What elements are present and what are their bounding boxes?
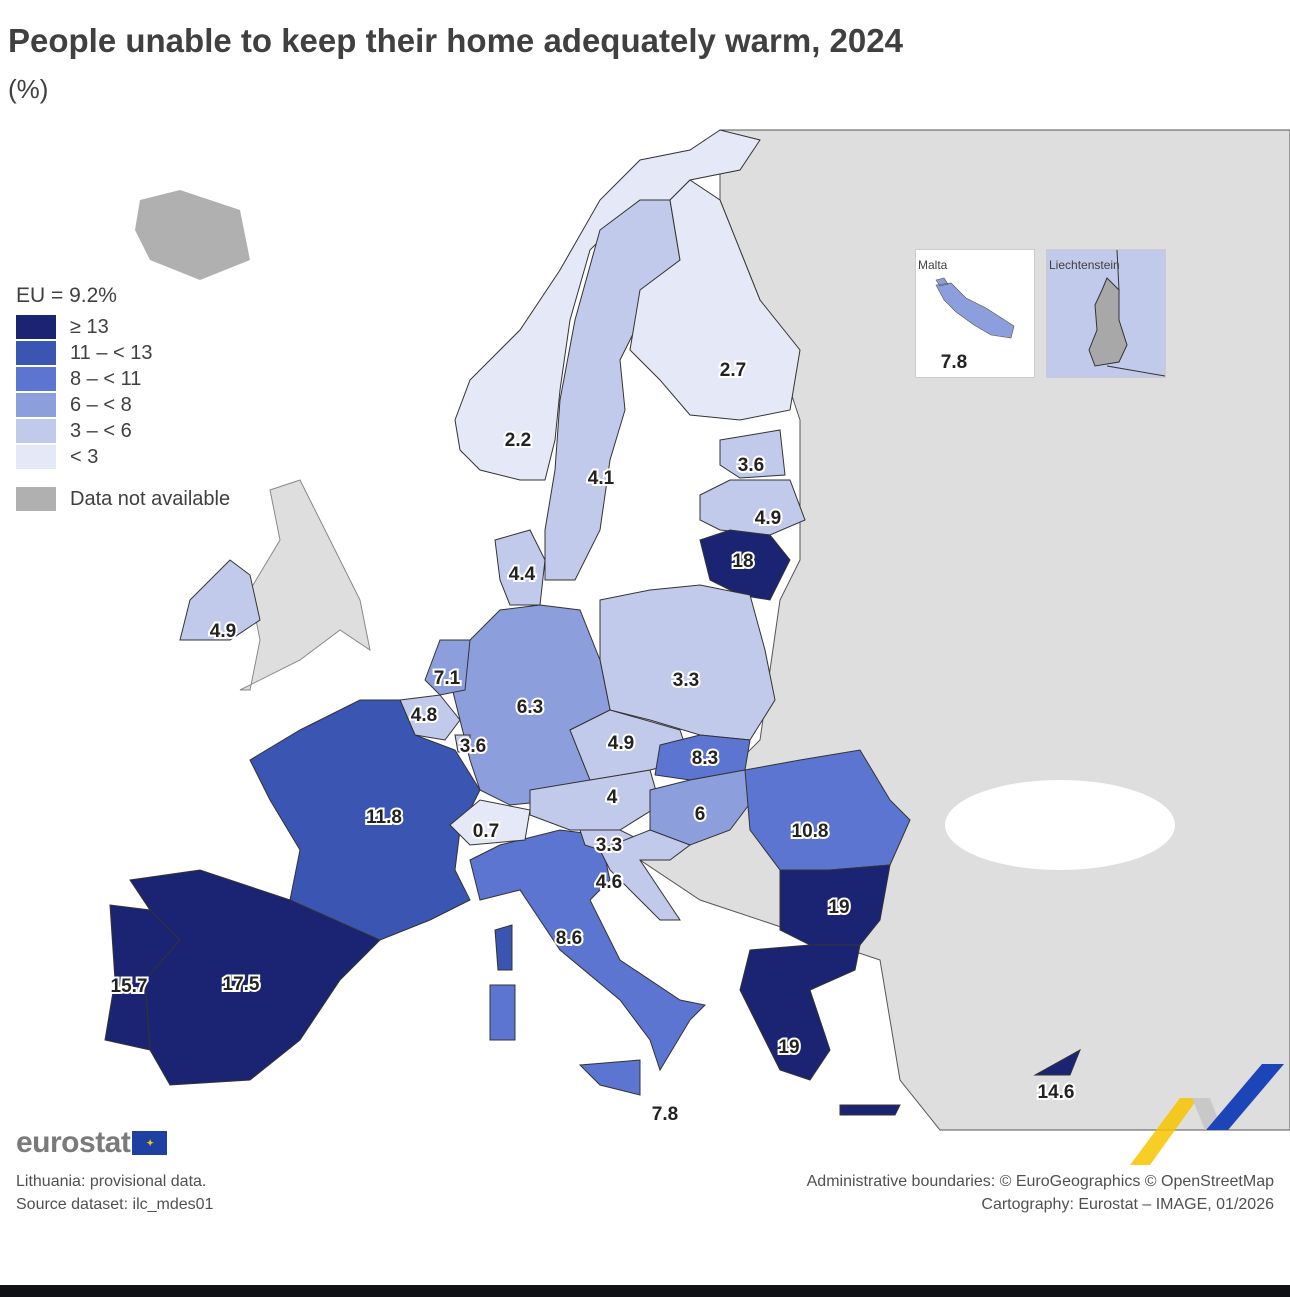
- region-ee: [719, 429, 786, 479]
- region-ro: [744, 749, 911, 871]
- legend-swatch: [16, 393, 56, 417]
- inset-liechtenstein: Liechtenstein: [1046, 249, 1166, 378]
- legend-label: < 3: [70, 445, 99, 468]
- region-nl: [424, 639, 471, 696]
- boundaries-credit: Administrative boundaries: © EuroGeograp…: [806, 1173, 1274, 1190]
- value-label-ro: 10.8: [792, 821, 829, 842]
- legend-swatch: [16, 367, 56, 391]
- source-dataset: Source dataset: ilc_mdes01: [16, 1196, 214, 1213]
- value-label-no: 2.2: [505, 430, 531, 451]
- value-label-lu: 3.6: [460, 736, 486, 757]
- region-iceland: [135, 190, 250, 280]
- value-label-de: 6.3: [517, 697, 543, 718]
- legend-item: 11 – < 13: [16, 340, 230, 366]
- logo-text: eurostat: [16, 1126, 131, 1159]
- legend-item: 3 – < 6: [16, 418, 230, 444]
- legend-item: ≥ 13: [16, 314, 230, 340]
- bottom-bar: [0, 1285, 1290, 1297]
- legend-swatch: [16, 487, 56, 511]
- value-label-ch: 0.7: [473, 821, 499, 842]
- value-label-pl: 3.3: [673, 670, 699, 691]
- region-liechtenstein: [1088, 277, 1128, 367]
- region-dk: [494, 529, 546, 606]
- unit-label: (%): [8, 74, 49, 104]
- value-label-el: 19: [778, 1037, 799, 1058]
- region-pt: [104, 904, 181, 1051]
- value-label-be: 4.8: [411, 705, 437, 726]
- image-logo-chevrons: [1130, 1064, 1284, 1165]
- legend-label: 11 – < 13: [70, 341, 153, 364]
- region-it: [489, 984, 516, 1041]
- region-hr: [599, 829, 692, 921]
- legend-label: Data not available: [70, 487, 231, 510]
- legend-item: < 3: [16, 444, 230, 470]
- region-se: [544, 199, 681, 581]
- legend-swatch: [16, 315, 56, 339]
- page-title: People unable to keep their home adequat…: [8, 22, 903, 59]
- value-label-cy: 14.6: [1038, 1082, 1075, 1103]
- legend-swatch: [16, 419, 56, 443]
- eu-average: EU = 9.2%: [16, 284, 117, 307]
- value-label-sk: 8.3: [692, 748, 718, 769]
- value-label-lv: 4.9: [755, 508, 781, 529]
- region-united-kingdom: [239, 479, 371, 691]
- value-label-cz: 4.9: [608, 733, 634, 754]
- value-label-nl: 7.1: [434, 668, 461, 689]
- cartography-credit: Cartography: Eurostat – IMAGE, 01/2026: [981, 1196, 1274, 1213]
- region-ch: [449, 799, 531, 846]
- footer-credits: Administrative boundaries: © EuroGeograp…: [807, 1170, 1274, 1216]
- region-el: [839, 1104, 901, 1116]
- value-label-mt_main: 7.8: [652, 1104, 678, 1125]
- region-malta: [935, 277, 1015, 339]
- region-lv: [699, 479, 806, 536]
- value-label-it: 8.6: [556, 928, 582, 949]
- value-label-se: 4.1: [588, 468, 615, 489]
- inset-title: Malta: [918, 258, 948, 272]
- value-label-ie: 4.9: [210, 621, 236, 642]
- legend-label: ≥ 13: [70, 315, 109, 338]
- legend-label: 8 – < 11: [70, 367, 142, 390]
- value-label-at: 4: [607, 787, 618, 808]
- legend-swatch: [16, 341, 56, 365]
- eu-flag-icon: ✦: [132, 1131, 168, 1155]
- region-cy: [1033, 1048, 1081, 1076]
- value-label-bg: 19: [828, 897, 849, 918]
- legend-label: 6 – < 8: [70, 393, 132, 416]
- value-label-hu: 6: [695, 804, 706, 825]
- value-label-fr: 11.8: [366, 807, 402, 828]
- eurostat-logo: eurostat ✦: [16, 1126, 168, 1160]
- region-fi: [629, 179, 801, 421]
- region-bg: [779, 864, 891, 946]
- footer-notes: Lithuania: provisional data. Source data…: [16, 1170, 213, 1216]
- region-fr: [249, 699, 481, 941]
- legend-item: 6 – < 8: [16, 392, 230, 418]
- inset-title: Liechtenstein: [1049, 258, 1120, 272]
- region-lt: [699, 529, 791, 601]
- legend-swatch: [16, 445, 56, 469]
- legend-item-not-available: Data not available: [16, 486, 230, 512]
- value-label-lt: 18: [732, 551, 753, 572]
- legend: EU = 9.2% ≥ 13 11 – < 13 8 – < 11 6 – < 8 3 …: [16, 284, 230, 512]
- footnote: Lithuania: provisional data.: [16, 1173, 207, 1190]
- legend-item: 8 – < 11: [16, 366, 230, 392]
- value-label-malta: 7.8: [941, 352, 967, 373]
- legend-label: 3 – < 6: [70, 419, 132, 442]
- region-it: [578, 1059, 641, 1096]
- value-label-ee: 3.6: [738, 455, 764, 476]
- region-fr: [494, 924, 513, 971]
- value-label-dk: 4.4: [509, 564, 536, 585]
- region-ie: [179, 559, 261, 641]
- value-label-fi: 2.7: [720, 360, 746, 381]
- region-lu: [454, 734, 471, 753]
- value-label-hr: 4.6: [596, 872, 622, 893]
- value-label-si: 3.3: [596, 835, 622, 856]
- black-sea: [945, 780, 1175, 870]
- value-label-pt: 15.7: [111, 976, 148, 997]
- inset-malta: Malta 7.8: [915, 249, 1035, 378]
- value-label-es: 17.5: [223, 974, 260, 995]
- region-el: [739, 944, 861, 1081]
